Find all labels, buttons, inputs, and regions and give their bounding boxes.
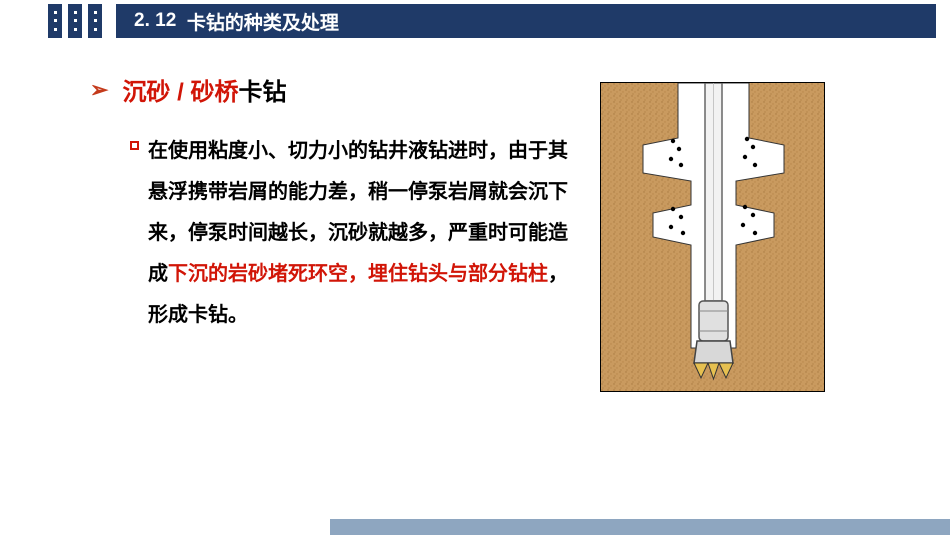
body-paragraph: 在使用粘度小、切力小的钻井液钻进时，由于其悬浮携带岩屑的能力差，稍一停泵岩屑就会…	[130, 131, 570, 336]
drill-collar	[699, 301, 728, 341]
arrow-icon: ➢	[90, 77, 108, 103]
section-number: 2. 12	[134, 10, 176, 32]
decor-bar-icon	[48, 4, 62, 38]
decor-bar-icon	[68, 4, 82, 38]
diagram-svg	[601, 83, 825, 392]
subtitle-red: 沉砂 / 砂桥	[122, 79, 238, 106]
section-title-bar: 2. 12 卡钻的种类及处理	[116, 4, 936, 38]
text-block: ➢ 沉砂 / 砂桥卡钻 在使用粘度小、切力小的钻井液钻进时，由于其悬浮携带岩屑的…	[130, 72, 570, 392]
decor-bar-icon	[88, 4, 102, 38]
subtitle-black: 卡钻	[238, 79, 286, 106]
borehole-diagram	[600, 82, 825, 392]
drill-bit	[694, 341, 733, 379]
slide-content: ➢ 沉砂 / 砂桥卡钻 在使用粘度小、切力小的钻井液钻进时，由于其悬浮携带岩屑的…	[0, 42, 950, 392]
subtitle: ➢ 沉砂 / 砂桥卡钻	[90, 72, 570, 107]
footer-bar	[330, 519, 950, 535]
section-title: 卡钻的种类及处理	[187, 8, 339, 35]
slide-header: 2. 12 卡钻的种类及处理	[0, 0, 950, 42]
header-decor-icons	[48, 4, 102, 38]
para-seg2: 下沉的岩砂堵死环空，埋住钻头与部分钻柱	[168, 263, 548, 285]
square-bullet-icon	[130, 141, 139, 150]
